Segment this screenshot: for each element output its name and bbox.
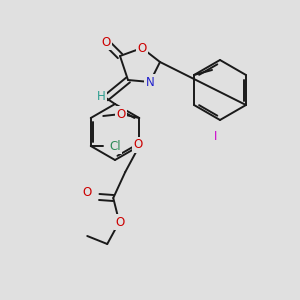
Text: N: N <box>146 76 154 88</box>
Text: O: O <box>134 139 143 152</box>
Text: O: O <box>117 107 126 121</box>
Text: I: I <box>214 130 218 142</box>
Text: O: O <box>82 185 92 199</box>
Text: O: O <box>101 35 111 49</box>
Text: Cl: Cl <box>109 140 121 152</box>
Text: H: H <box>97 89 105 103</box>
Text: O: O <box>116 215 125 229</box>
Text: O: O <box>137 41 147 55</box>
